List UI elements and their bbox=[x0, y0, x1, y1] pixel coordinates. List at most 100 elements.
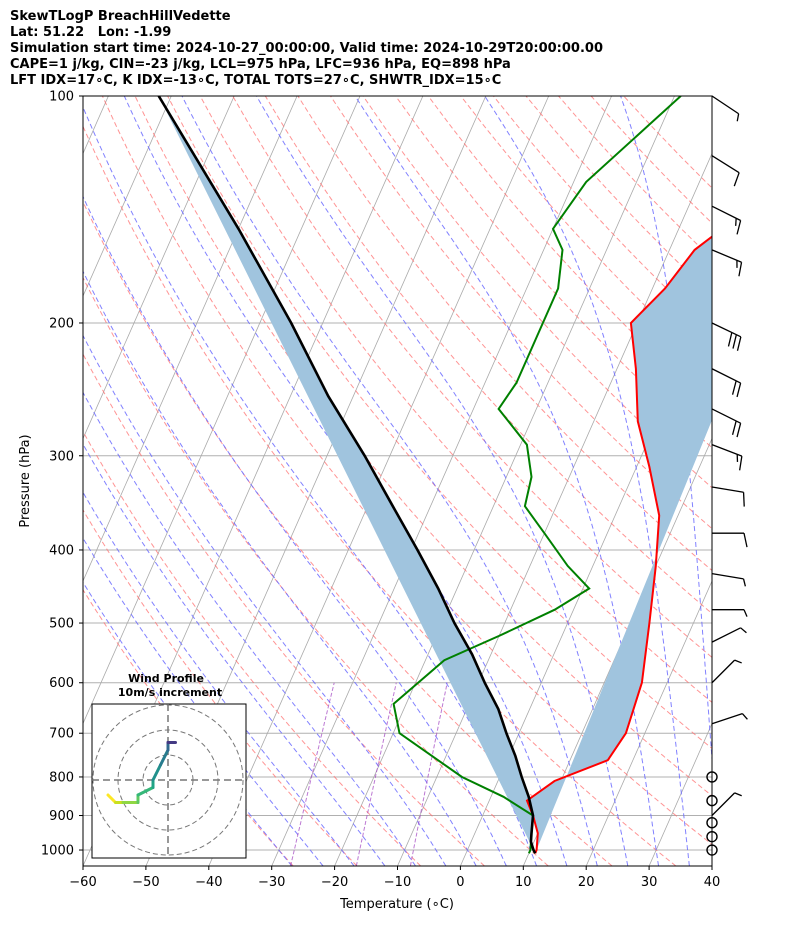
hodograph-trace bbox=[159, 748, 170, 767]
simulation-times: Simulation start time: 2024-10-27_00:00:… bbox=[10, 41, 603, 56]
wind-barb bbox=[711, 792, 742, 816]
dry-adiabat-line bbox=[330, 96, 712, 530]
wind-barb-staff bbox=[711, 368, 741, 384]
wind-barb bbox=[712, 609, 748, 617]
dry-adiabat-line bbox=[493, 96, 712, 333]
wind-barb-flag bbox=[738, 456, 743, 471]
station-coordinates: Lat: 51.22 Lon: -1.99 bbox=[10, 25, 172, 40]
mixing-ratio-line bbox=[409, 682, 448, 866]
wind-barb-flag bbox=[736, 220, 742, 235]
x-tick-label: −20 bbox=[321, 875, 348, 890]
moist-adiabat-line bbox=[83, 581, 293, 866]
wind-barb-staff bbox=[711, 659, 736, 684]
wind-barb-staff bbox=[711, 627, 741, 643]
moist-adiabat-line bbox=[83, 334, 447, 866]
isotherm-line bbox=[83, 96, 172, 298]
dry-adiabat-line bbox=[362, 96, 712, 489]
hodograph-trace bbox=[151, 763, 162, 782]
wind-barb-flag bbox=[727, 332, 733, 347]
isotherm-line bbox=[83, 96, 361, 725]
y-tick-label: 1000 bbox=[41, 844, 74, 859]
wind-barb-flag bbox=[736, 423, 742, 438]
wind-barb-staff bbox=[711, 249, 742, 263]
stability-indices-1: CAPE=1 j/kg, CIN=-23 j/kg, LCL=975 hPa, … bbox=[10, 57, 511, 72]
isotherm-line bbox=[460, 295, 712, 866]
moist-adiabat-line bbox=[83, 537, 324, 866]
chart-title: SkewTLogP BreachHillVedette bbox=[10, 9, 231, 24]
y-tick-label: 500 bbox=[49, 617, 74, 632]
y-tick-label: 900 bbox=[49, 809, 74, 824]
wind-barb-flag bbox=[731, 380, 737, 395]
dry-adiabat-line bbox=[83, 508, 358, 866]
y-axis-label: Pressure (hPa) bbox=[18, 434, 33, 527]
isotherm-line bbox=[585, 580, 712, 866]
wind-barb bbox=[711, 486, 745, 507]
dry-adiabat-line bbox=[167, 96, 712, 750]
wind-barb-calm bbox=[706, 844, 718, 856]
y-tick-label: 300 bbox=[49, 449, 74, 464]
x-tick-label: −60 bbox=[69, 875, 96, 890]
wind-barb bbox=[711, 659, 742, 684]
wind-barb-flag bbox=[741, 713, 748, 720]
isotherm-line bbox=[83, 96, 235, 440]
x-tick-label: −10 bbox=[384, 875, 411, 890]
isotherm-line bbox=[271, 96, 612, 866]
dry-adiabat-line bbox=[83, 353, 485, 866]
wind-barb-staff bbox=[711, 408, 741, 424]
x-tick-label: 10 bbox=[515, 875, 532, 890]
wind-barb-staff bbox=[711, 444, 743, 457]
x-tick-label: 20 bbox=[578, 875, 595, 890]
wind-barb-staff bbox=[711, 95, 739, 115]
y-tick-label: 400 bbox=[49, 543, 74, 558]
dry-adiabat-line bbox=[83, 125, 677, 866]
wind-barb bbox=[712, 532, 748, 548]
wind-barb-flag bbox=[732, 334, 737, 349]
y-tick-label: 600 bbox=[49, 676, 74, 691]
stability-indices-2: LFT IDX=17∘C, K IDX=-13∘C, TOTAL TOTS=27… bbox=[10, 73, 502, 88]
mixing-ratio-line bbox=[290, 682, 335, 866]
wind-barb-staff bbox=[711, 792, 736, 816]
wind-barb bbox=[711, 155, 740, 187]
wind-barb-staff bbox=[711, 712, 743, 725]
wind-barb bbox=[711, 444, 743, 471]
wind-barb bbox=[711, 712, 748, 725]
isotherm-line bbox=[648, 722, 712, 866]
wind-barb-flag bbox=[742, 492, 745, 507]
x-tick-label: 0 bbox=[456, 875, 464, 890]
isotherm-line bbox=[522, 437, 712, 866]
y-tick-label: 100 bbox=[49, 90, 74, 105]
wind-barb bbox=[711, 249, 743, 277]
plot-area bbox=[83, 96, 712, 866]
x-tick-label: −40 bbox=[195, 875, 222, 890]
wind-barb-flag bbox=[734, 792, 742, 797]
chart-header: SkewTLogP BreachHillVedette Lat: 51.22 L… bbox=[10, 9, 603, 89]
isotherm-line bbox=[83, 96, 298, 583]
hodograph-trace bbox=[106, 793, 117, 804]
dry-adiabat-line bbox=[297, 96, 712, 572]
wind-barb-flag bbox=[731, 420, 737, 436]
wind-barb-flag bbox=[743, 533, 748, 548]
moist-adiabat-line bbox=[484, 96, 690, 866]
wind-barb-flag bbox=[740, 627, 747, 634]
wind-barb bbox=[711, 205, 742, 235]
wind-barbs bbox=[706, 95, 748, 856]
wind-barb-calm bbox=[706, 771, 718, 783]
moist-adiabat-line bbox=[83, 443, 386, 866]
moist-adiabat-line bbox=[83, 391, 416, 866]
wind-barb-flag bbox=[733, 172, 740, 187]
dry-adiabat-line bbox=[83, 276, 549, 866]
dry-adiabat-line bbox=[590, 96, 712, 224]
hodograph-inset: Wind Profile 10m/s increment bbox=[91, 672, 247, 859]
moist-adiabat-line bbox=[83, 491, 355, 866]
wind-barb-flag bbox=[738, 262, 743, 277]
x-tick-label: −50 bbox=[132, 875, 159, 890]
dry-adiabat-line bbox=[623, 96, 712, 189]
x-tick-label: 40 bbox=[704, 875, 721, 890]
wind-barb-staff bbox=[711, 486, 744, 493]
wind-barb bbox=[711, 408, 742, 438]
mixing-ratio-line bbox=[355, 682, 397, 866]
x-tick-label: −30 bbox=[258, 875, 285, 890]
wind-barb-flag bbox=[736, 113, 740, 122]
isotherm-line bbox=[334, 96, 675, 866]
wind-barb bbox=[711, 368, 742, 398]
